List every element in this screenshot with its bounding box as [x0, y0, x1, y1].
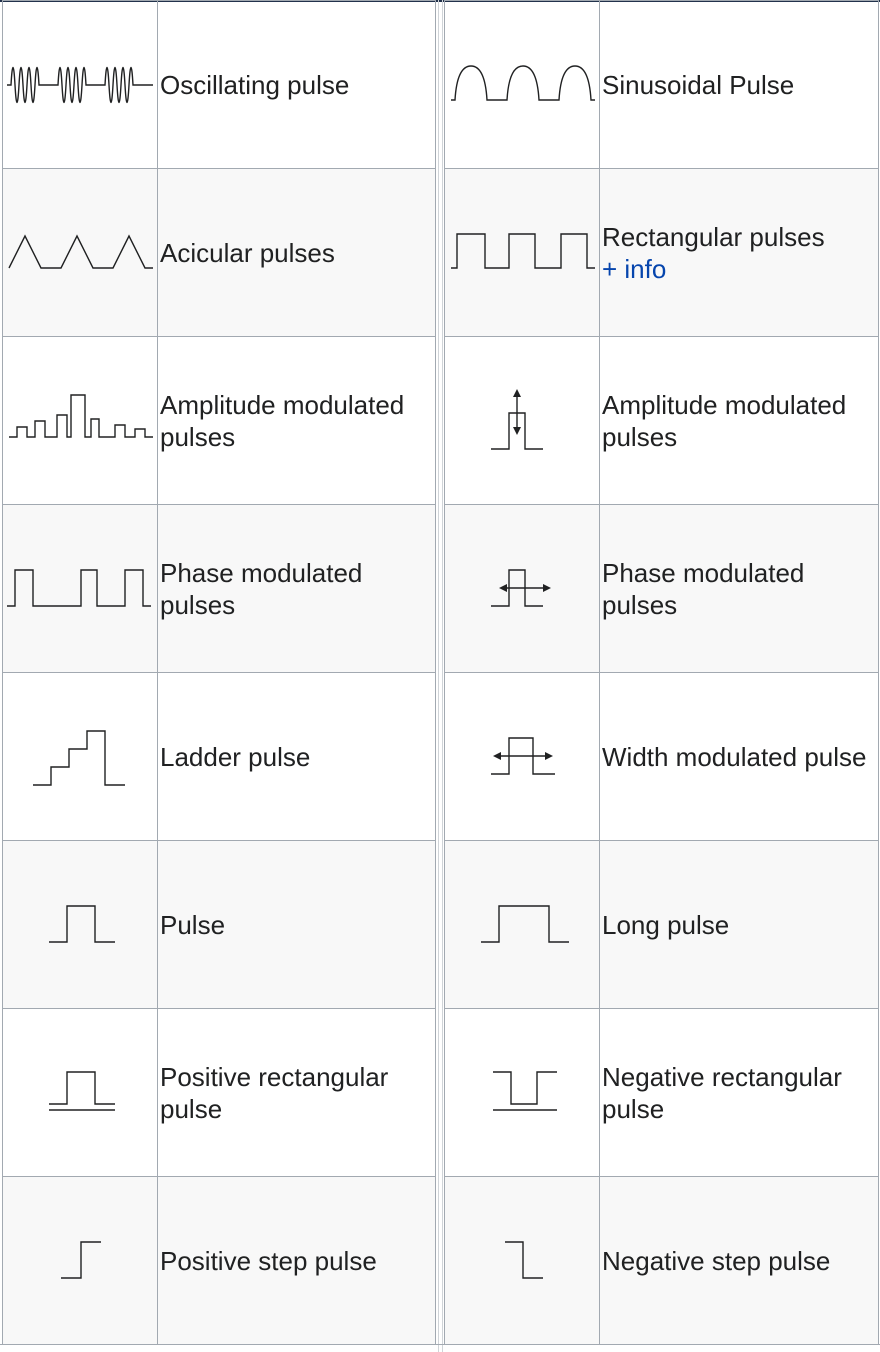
oscillating-pulse-icon — [7, 66, 153, 103]
table-row: Sinusoidal Pulse — [444, 0, 879, 169]
table-row: Positive rectangular pulse — [2, 1008, 436, 1177]
pulse-label-cell: Rectangular pulses + info — [599, 168, 879, 337]
pulse-label: Amplitude modulated pulses — [599, 336, 879, 505]
table-row: Acicular pulses — [2, 168, 436, 337]
width-modulated-pulse-icon — [491, 736, 555, 775]
pulse-label: Width modulated pulse — [599, 672, 879, 841]
table-row: Negative step pulse — [444, 1176, 879, 1345]
pulse-label: Positive rectangular pulse — [157, 1008, 436, 1177]
left-pulse-table-container: Oscillating pulse Acicular pulses Amplit… — [2, 0, 436, 1345]
pulse-label: Negative rectangular pulse — [599, 1008, 879, 1177]
table-row: Positive step pulse — [2, 1176, 436, 1345]
pulse-label: Long pulse — [599, 840, 879, 1009]
info-link[interactable]: + info — [602, 253, 667, 284]
symbol-cell — [444, 840, 600, 1009]
long-pulse-icon — [481, 904, 569, 943]
pulse-label: Pulse — [157, 840, 436, 1009]
positive-step-pulse-icon — [61, 1240, 101, 1279]
table-row: Amplitude modulated pulses — [444, 336, 879, 505]
table-row: Long pulse — [444, 840, 879, 1009]
phase-modulated-arrow-icon — [491, 568, 551, 607]
pulse-label: Positive step pulse — [157, 1176, 436, 1345]
table-row: Width modulated pulse — [444, 672, 879, 841]
amplitude-modulated-pulses-icon — [9, 393, 153, 438]
sinusoidal-pulse-icon — [451, 64, 595, 101]
negative-rectangular-pulse-icon — [493, 1070, 557, 1111]
table-row: Phase modulated pulses — [444, 504, 879, 673]
pulse-label: Acicular pulses — [157, 168, 436, 337]
column-divider — [442, 0, 443, 1352]
left-pulse-table: Oscillating pulse Acicular pulses Amplit… — [2, 0, 436, 1345]
pulse-label: Amplitude modulated pulses — [157, 336, 436, 505]
symbol-cell — [444, 1176, 600, 1345]
symbol-cell — [444, 504, 600, 673]
right-pulse-table: Sinusoidal Pulse Rectangular pulses + inf… — [444, 0, 879, 1345]
pulse-icon — [49, 904, 115, 943]
pulse-label: Oscillating pulse — [157, 0, 436, 169]
symbol-cell — [444, 168, 600, 337]
column-divider — [438, 0, 439, 1352]
rectangular-pulses-icon — [451, 232, 595, 269]
symbol-cell — [444, 336, 600, 505]
symbol-cell — [444, 0, 600, 169]
pulse-label: Phase modulated pulses — [599, 504, 879, 673]
table-row: Ladder pulse — [2, 672, 436, 841]
table-row: Oscillating pulse — [2, 0, 436, 169]
symbol-cell — [2, 672, 158, 841]
symbol-cell — [444, 1008, 600, 1177]
symbol-cell — [2, 336, 158, 505]
bottom-border — [0, 1344, 880, 1345]
acicular-pulses-icon — [8, 233, 153, 269]
ladder-pulse-icon — [33, 729, 125, 786]
table-row: Amplitude modulated pulses — [2, 336, 436, 505]
right-pulse-table-container: Sinusoidal Pulse Rectangular pulses + inf… — [444, 0, 879, 1345]
symbol-cell — [2, 1176, 158, 1345]
table-row: Rectangular pulses + info — [444, 168, 879, 337]
symbol-cell — [2, 504, 158, 673]
pulse-label: Rectangular pulses — [602, 221, 825, 252]
top-border — [0, 0, 880, 2]
symbol-cell — [2, 840, 158, 1009]
amplitude-modulated-arrow-icon — [491, 388, 543, 450]
pulse-label: Ladder pulse — [157, 672, 436, 841]
negative-step-pulse-icon — [505, 1240, 543, 1279]
table-row: Phase modulated pulses — [2, 504, 436, 673]
pulse-label: Phase modulated pulses — [157, 504, 436, 673]
phase-modulated-pulses-icon — [7, 568, 151, 607]
pulse-label: Negative step pulse — [599, 1176, 879, 1345]
table-row: Pulse — [2, 840, 436, 1009]
table-row: Negative rectangular pulse — [444, 1008, 879, 1177]
symbol-cell — [444, 672, 600, 841]
symbol-cell — [2, 0, 158, 169]
positive-rectangular-pulse-icon — [49, 1070, 115, 1111]
symbol-cell — [2, 168, 158, 337]
symbol-cell — [2, 1008, 158, 1177]
pulse-label: Sinusoidal Pulse — [599, 0, 879, 169]
